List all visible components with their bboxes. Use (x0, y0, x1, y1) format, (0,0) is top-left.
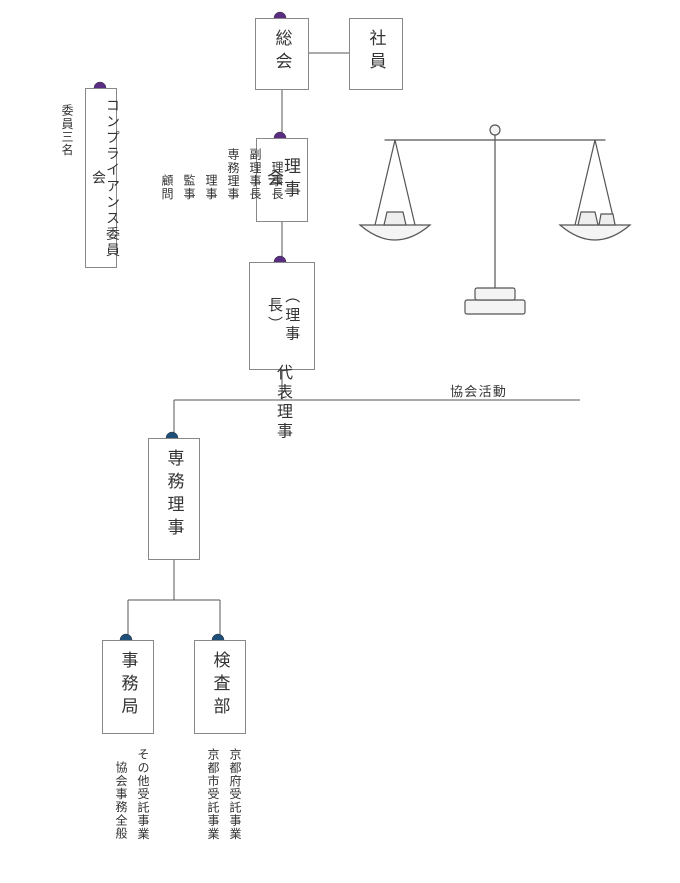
rijikai-role-1: 副理事長 (246, 148, 264, 201)
node-senmu-label: 専務理事 (166, 449, 183, 541)
kensabu-col-0: 京都府受託事業 (226, 748, 244, 840)
node-shain-label: 社員 (368, 29, 385, 75)
node-jimukyoku-label: 事務局 (120, 651, 137, 720)
node-sokai-label: 総会 (274, 29, 291, 75)
kensabu-col-1: 京都市受託事業 (204, 748, 222, 840)
scale-illustration (345, 100, 645, 330)
jimukyoku-col-0: その他受託事業 (134, 748, 152, 840)
jimukyoku-cols: 協会事務全般 その他受託事業 (112, 748, 152, 845)
node-kensabu-label: 検査部 (212, 651, 229, 720)
activity-label: 協会活動 (450, 381, 507, 400)
node-sokai: 総会 (255, 18, 309, 90)
node-jimukyoku: 事務局 (102, 640, 154, 734)
node-daihyo: （理事長） 代表理事 (249, 262, 315, 370)
node-daihyo-sublabel: （理事長） (265, 273, 300, 359)
rijikai-role-2: 専務理事 (224, 148, 242, 201)
node-compliance-label: コンプライアンス委員会 (90, 97, 118, 259)
node-senmu: 専務理事 (148, 438, 200, 560)
node-daihyo-label: 代表理事 (274, 364, 290, 442)
rijikai-role-5: 顧問 (158, 174, 176, 200)
compliance-note: 委員三名 (58, 104, 76, 162)
jimukyoku-col-1: 協会事務全般 (112, 761, 130, 840)
node-kensabu: 検査部 (194, 640, 246, 734)
rijikai-role-0: 理事長 (268, 161, 286, 201)
rijikai-role-4: 監事 (180, 174, 198, 200)
node-shain: 社員 (349, 18, 403, 90)
node-compliance: コンプライアンス委員会 (85, 88, 117, 268)
kensabu-cols: 京都市受託事業 京都府受託事業 (204, 748, 244, 845)
rijikai-roles: 顧問 監事 理事 専務理事 副理事長 理事長 (158, 148, 286, 206)
rijikai-role-3: 理事 (202, 174, 220, 200)
